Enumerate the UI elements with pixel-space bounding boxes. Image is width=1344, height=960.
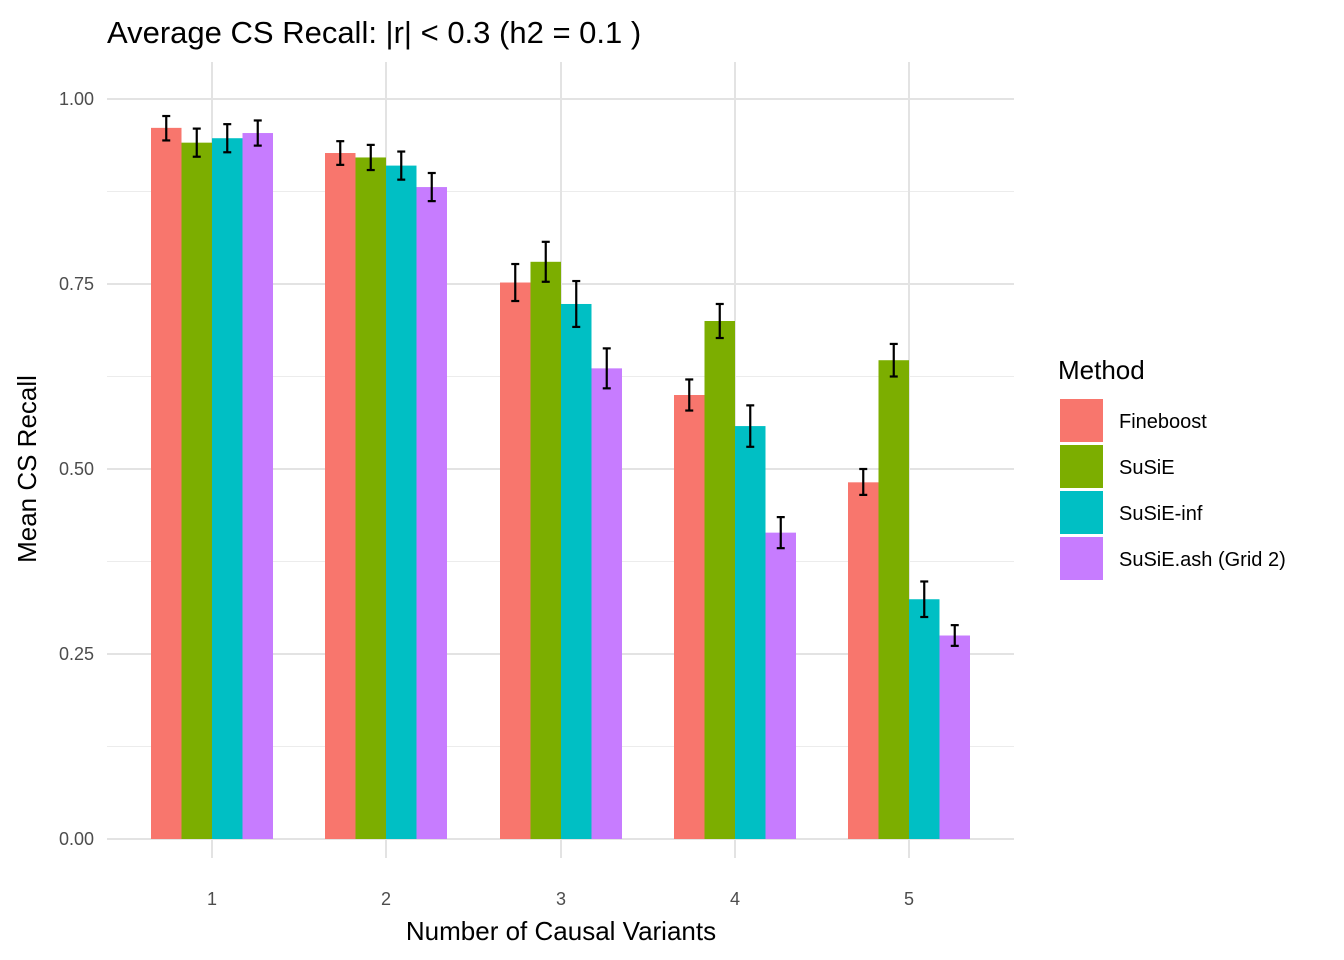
error-bar-2-5 xyxy=(889,342,898,378)
bar-2-2 xyxy=(355,157,386,839)
y-axis-title: Mean CS Recall xyxy=(12,375,42,563)
error-bar-3-3 xyxy=(572,279,581,329)
legend-title: Method xyxy=(1058,355,1145,385)
error-bars xyxy=(162,114,959,647)
bar-4-2 xyxy=(416,187,447,839)
x-axis-ticks: 1 2 3 4 5 xyxy=(207,889,914,909)
x-tick-label: 3 xyxy=(556,889,566,909)
x-tick-label: 1 xyxy=(207,889,217,909)
bar-3-2 xyxy=(386,165,417,840)
error-bar-3-2 xyxy=(397,150,406,181)
bar-1-4 xyxy=(674,395,705,839)
error-bar-1-4 xyxy=(685,378,694,412)
error-bar-3-1 xyxy=(223,123,232,154)
bar-3-4 xyxy=(735,426,766,839)
bar-1-1 xyxy=(151,127,182,840)
y-tick-label: 1.00 xyxy=(59,89,94,109)
error-bar-2-1 xyxy=(192,127,201,158)
legend-swatch xyxy=(1060,445,1103,488)
y-tick-label: 0.00 xyxy=(59,829,94,849)
x-axis-title: Number of Causal Variants xyxy=(406,916,716,946)
x-tick-label: 2 xyxy=(381,889,391,909)
error-bar-4-4 xyxy=(776,515,785,550)
error-bar-1-3 xyxy=(511,262,520,303)
error-bar-2-3 xyxy=(541,240,550,283)
legend-label: SuSiE.ash (Grid 2) xyxy=(1119,549,1286,571)
bar-3-1 xyxy=(212,138,243,840)
bar-3-5 xyxy=(909,599,940,839)
error-bar-3-4 xyxy=(746,404,755,448)
bar-2-5 xyxy=(878,360,909,839)
bar-4-3 xyxy=(591,368,622,839)
legend-swatch xyxy=(1060,399,1103,442)
bar-1-5 xyxy=(848,482,879,839)
error-bar-4-1 xyxy=(253,119,262,147)
bar-2-3 xyxy=(530,261,561,839)
error-bar-4-5 xyxy=(950,624,959,647)
error-bar-1-2 xyxy=(336,140,345,166)
bar-4-1 xyxy=(242,133,273,840)
bar-2-1 xyxy=(181,142,212,839)
legend: Method Fineboost SuSiE SuSiE-inf SuSiE.ash … xyxy=(1058,355,1286,580)
error-bar-2-4 xyxy=(715,302,724,340)
y-tick-label: 0.25 xyxy=(59,644,94,664)
x-tick-label: 4 xyxy=(730,889,740,909)
bar-4-5 xyxy=(939,635,970,839)
bar-1-3 xyxy=(500,282,531,839)
bar-2-4 xyxy=(704,321,735,839)
bar-4-4 xyxy=(765,532,796,839)
bars xyxy=(151,127,970,840)
y-tick-label: 0.50 xyxy=(59,459,94,479)
legend-label: Fineboost xyxy=(1119,411,1207,433)
legend-swatch xyxy=(1060,537,1103,580)
legend-label: SuSiE-inf xyxy=(1119,503,1203,525)
error-bar-2-2 xyxy=(366,143,375,172)
error-bar-3-5 xyxy=(920,580,929,619)
error-bar-4-2 xyxy=(427,171,436,203)
error-bar-1-5 xyxy=(859,467,868,496)
bar-3-3 xyxy=(561,303,592,840)
legend-label: SuSiE xyxy=(1119,457,1175,479)
error-bar-1-1 xyxy=(162,114,171,142)
x-tick-label: 5 xyxy=(904,889,914,909)
chart-title: Average CS Recall: |r| < 0.3 (h2 = 0.1 ) xyxy=(107,15,641,50)
y-axis-ticks: 0.00 0.25 0.50 0.75 1.00 xyxy=(59,89,94,849)
error-bar-4-3 xyxy=(602,347,611,390)
y-tick-label: 0.75 xyxy=(59,274,94,294)
bar-1-2 xyxy=(325,153,356,839)
legend-swatch xyxy=(1060,491,1103,534)
